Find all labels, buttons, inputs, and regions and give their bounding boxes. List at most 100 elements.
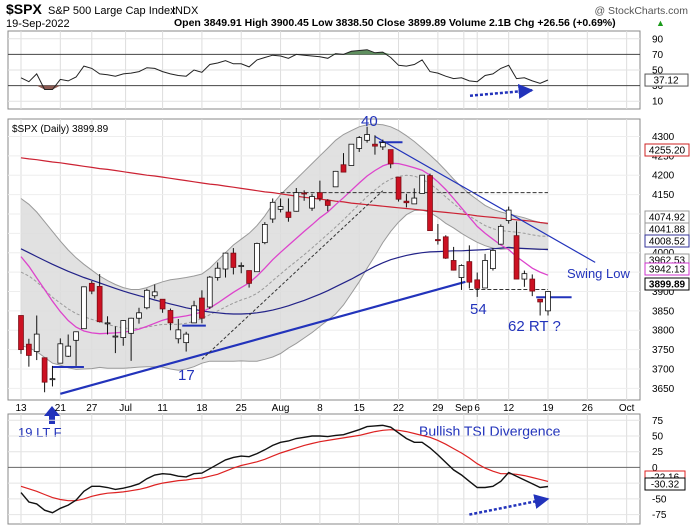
bollinger-mid-line: [20, 174, 549, 330]
ma-mid-line: [20, 246, 549, 315]
tsi-tick: -50: [652, 494, 667, 505]
candle-body: [395, 176, 402, 200]
x-tick-label: 22: [393, 403, 405, 414]
candle-body: [151, 291, 158, 297]
candle-body: [529, 278, 536, 292]
price-tick: 4150: [652, 190, 675, 201]
candle-body: [387, 149, 394, 165]
candle-body: [128, 317, 134, 334]
x-tick-label: Sep: [455, 403, 473, 414]
candle-body: [379, 142, 386, 148]
rsi-tick: 50: [652, 66, 664, 77]
candle-body: [18, 315, 24, 351]
candle-body: [120, 320, 127, 338]
candle-body: [364, 134, 370, 141]
price-tick: 3900: [652, 287, 675, 298]
candle-body: [285, 211, 292, 218]
annotation-swing-low: Swing Low: [567, 266, 630, 281]
annotation-17: 17: [178, 367, 195, 384]
candle-body: [403, 200, 410, 204]
price-tick: 3850: [652, 306, 675, 317]
price-tag-label: 4008.52: [649, 237, 686, 248]
candle-body: [340, 164, 347, 173]
candle-body: [419, 174, 425, 194]
candle-body: [458, 265, 465, 278]
candle-body: [293, 192, 300, 212]
x-tick-label: 11: [157, 403, 168, 414]
candle-body: [57, 343, 64, 364]
candle-body: [348, 143, 355, 166]
candle-body: [230, 252, 237, 268]
bollinger-lower-line: [20, 209, 549, 371]
price-tag-label: 3942.13: [649, 265, 686, 276]
candle-body: [490, 249, 496, 270]
annotation-40: 40: [361, 113, 378, 130]
annotation-tsi-divergence: Bullish TSI Divergence: [419, 423, 561, 439]
candle-body: [41, 357, 48, 383]
price-tick: 4200: [652, 171, 675, 182]
price-tag-box: [644, 143, 690, 157]
candle-body: [246, 270, 252, 284]
annotation-54: 54: [470, 301, 487, 318]
candle-body: [26, 343, 32, 356]
lt-arrow-icon: [44, 406, 60, 424]
candle-body: [332, 170, 339, 188]
candle-body: [49, 378, 56, 381]
candle-body: [466, 261, 473, 283]
candle-body: [88, 282, 95, 292]
tsi-tag-box: [644, 477, 686, 491]
rsi-line: [20, 49, 549, 90]
candle-body: [450, 260, 457, 271]
candle-body: [65, 345, 72, 357]
price-tick: 3750: [652, 345, 675, 356]
ma-long-line: [20, 157, 549, 224]
tsi-tag-label: -30.32: [651, 480, 680, 491]
candle-body: [214, 267, 221, 278]
candle-body: [261, 224, 268, 244]
price-legend: $SPX (Daily) 3899.89: [12, 124, 109, 135]
candle-body: [513, 235, 520, 280]
tsi-tick: 50: [652, 432, 664, 443]
price-tag-label: 4041.88: [649, 225, 686, 236]
annotations: 40 17 54 62 RT ? Swing Low 19 LT F Bullish TSI…: [18, 113, 630, 440]
rsi-tick: 70: [652, 50, 664, 61]
candle-body: [317, 192, 323, 199]
tsi-tick: 0: [652, 463, 658, 474]
candle-body: [474, 279, 481, 289]
annotation-19-lt-f: 19 LT F: [18, 425, 62, 440]
x-tick-label: 21: [55, 403, 67, 414]
price-tick: 4250: [652, 151, 675, 162]
candle-body: [144, 289, 150, 309]
up-arrow-icon: ▲: [656, 18, 665, 28]
price-tick: 3650: [652, 384, 675, 395]
candle-body: [183, 333, 190, 344]
candle-body: [159, 298, 166, 310]
price-tag-label: 3962.53: [649, 256, 686, 267]
candle-body: [411, 197, 418, 205]
candle-body: [482, 260, 488, 289]
x-tick-label: 15: [354, 403, 366, 414]
x-tick-label: 25: [236, 403, 248, 414]
candle-body: [199, 297, 205, 319]
candle-body: [521, 273, 528, 280]
rsi-last-value: 37.12: [644, 73, 689, 87]
candle-body: [537, 298, 543, 303]
price-tag-box: [644, 234, 690, 248]
x-tick-label: 19: [542, 403, 554, 414]
rsi-tag-box: [644, 73, 689, 87]
retracement-line: [201, 190, 384, 360]
candle-body: [505, 209, 512, 221]
x-tick-label: Oct: [619, 403, 635, 414]
x-tick-label: 12: [503, 403, 515, 414]
price-plot: [8, 123, 640, 395]
x-axis: 13 21 27 Jul 11 18 25 Aug 8 15 22 29 Sep 6 12 19 26 Oct: [15, 403, 634, 414]
candle-body: [435, 239, 441, 242]
tsi-tags: -22.16-30.32: [644, 470, 686, 491]
ma-fast-line: [20, 162, 549, 335]
candle-body: [238, 265, 245, 267]
tsi-signal-line: [20, 429, 549, 502]
tsi-line: [20, 424, 549, 514]
